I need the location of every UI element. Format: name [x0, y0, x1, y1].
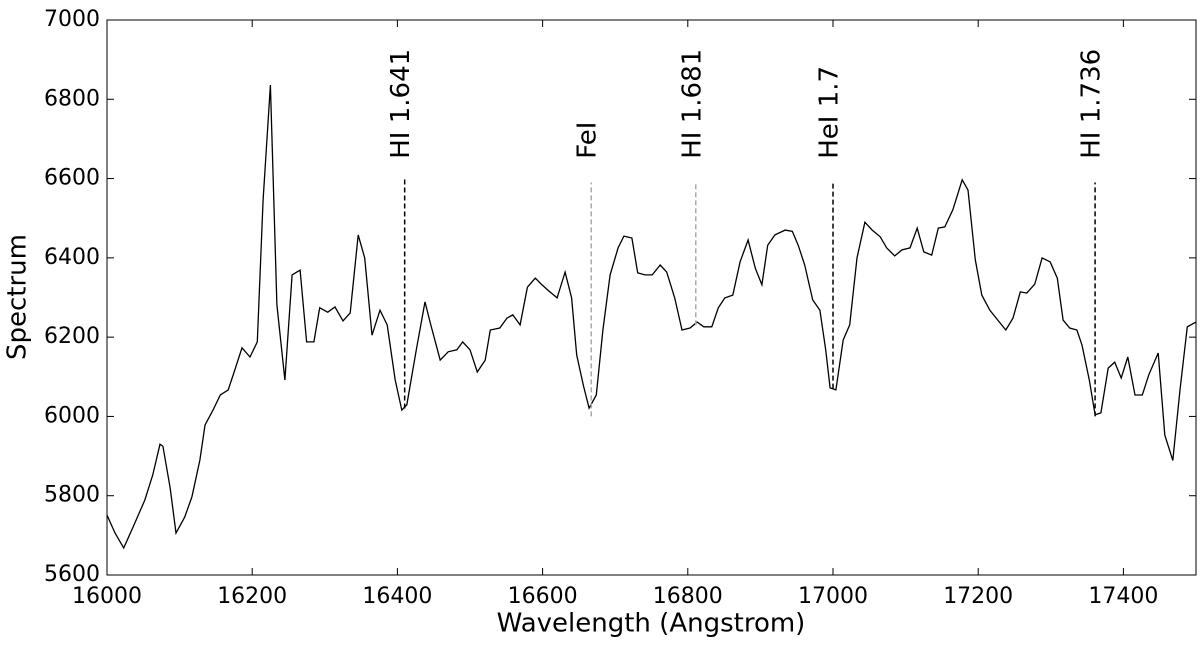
y-tick-label: 6400 [44, 245, 100, 270]
x-tick-label: 16800 [653, 584, 723, 609]
y-axis-label: Spectrum [3, 234, 33, 360]
y-tick-label: 5600 [44, 562, 100, 587]
x-tick-label: 17400 [1088, 584, 1158, 609]
y-tick-label: 6800 [44, 86, 100, 111]
annotation-label: HI 1.681 [677, 49, 707, 159]
x-axis-label: Wavelength (Angstrom) [497, 609, 806, 639]
x-tick-label: 17200 [943, 584, 1013, 609]
annotation-label: HI 1.736 [1077, 49, 1107, 159]
y-tick-label: 6200 [44, 324, 100, 349]
spectrum-line [106, 84, 1197, 550]
x-tick-label: 16600 [508, 584, 578, 609]
annotation-label: FeI [573, 122, 603, 159]
x-tick-label: 16000 [72, 584, 142, 609]
y-tick-label: 7000 [44, 7, 100, 32]
annotation-label: HI 1.641 [386, 49, 416, 159]
y-tick-label: 6600 [44, 166, 100, 191]
y-tick-label: 5800 [44, 483, 100, 508]
annotation-label: HeI 1.7 [815, 66, 845, 159]
x-tick-label: 17000 [798, 584, 868, 609]
x-tick-label: 16200 [217, 584, 287, 609]
y-tick-label: 6000 [44, 403, 100, 428]
plot-frame [106, 19, 1197, 576]
x-tick-label: 16400 [362, 584, 432, 609]
